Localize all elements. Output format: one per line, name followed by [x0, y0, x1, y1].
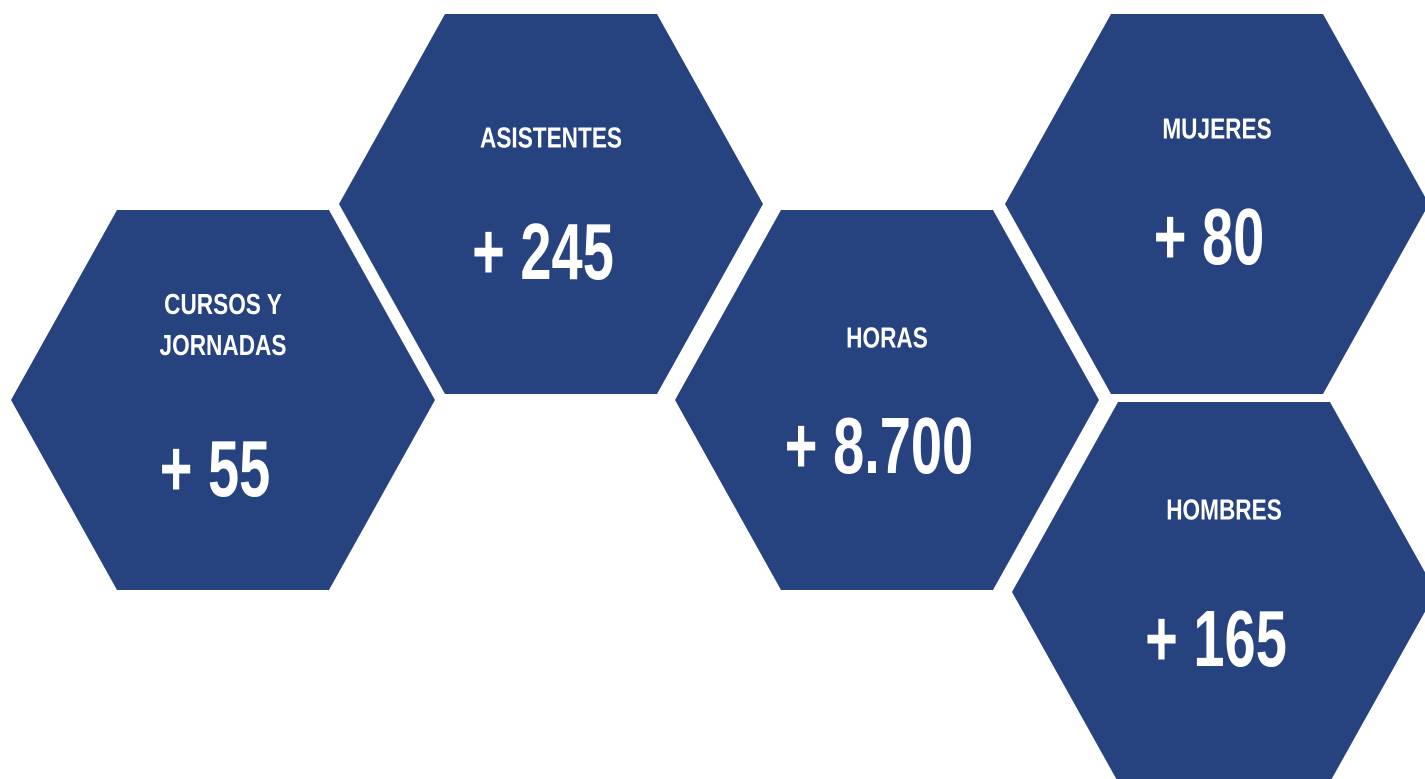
hexagon: [1005, 14, 1425, 394]
hexagon-label: MUJERES: [1162, 112, 1271, 145]
hexagon: [1012, 402, 1425, 779]
hexagon-label: HORAS: [846, 321, 928, 354]
hexagon-value: + 8.700: [785, 400, 973, 490]
hexagon-label: CURSOS Y: [164, 287, 282, 320]
hexagon-value: + 165: [1145, 593, 1287, 683]
hexagon-label: JORNADAS: [160, 328, 287, 361]
hexagon-value: + 55: [160, 423, 271, 513]
hexagon: [11, 210, 435, 590]
hexagon-value: + 80: [1154, 191, 1265, 281]
hexagon: [675, 210, 1099, 590]
hexagon: [339, 14, 763, 394]
hexagon-value: + 245: [472, 206, 614, 296]
hexagon-label: ASISTENTES: [480, 121, 622, 154]
hexagon-label: HOMBRES: [1166, 493, 1282, 526]
